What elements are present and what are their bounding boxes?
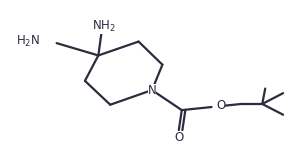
Text: NH$_2$: NH$_2$: [92, 19, 116, 34]
Text: O: O: [174, 131, 184, 144]
Text: O: O: [216, 99, 225, 112]
Text: N: N: [148, 84, 156, 97]
Text: H$_2$N: H$_2$N: [16, 34, 40, 49]
